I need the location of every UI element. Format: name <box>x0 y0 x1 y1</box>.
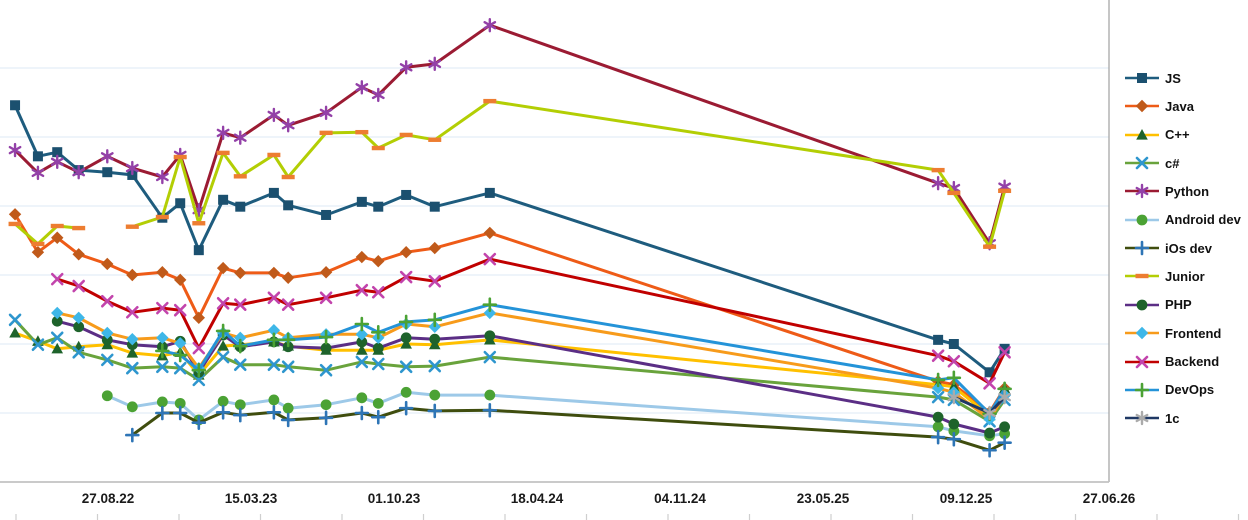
legend-label: Python <box>1165 183 1210 199</box>
legend-key-diamond-icon <box>1125 326 1159 340</box>
series-Python <box>8 18 1012 251</box>
x-tick-label: 18.04.24 <box>511 491 564 506</box>
legend-item-Backend: Backend <box>1122 352 1219 372</box>
chart-legend: JS Java C++ c# Python Android dev iOs dev Junio… <box>1122 0 1248 520</box>
legend-label: 1c <box>1165 410 1180 426</box>
series-Backend <box>50 252 1011 390</box>
series-1c <box>947 389 1012 421</box>
legend-item-1c: 1c <box>1122 408 1179 428</box>
legend-label: Android dev <box>1165 212 1241 228</box>
legend-key-plus-icon <box>1125 382 1159 398</box>
legend-label: Backend <box>1165 354 1220 369</box>
legend-key-diamond-icon <box>1125 100 1159 113</box>
x-tick-label: 27.08.22 <box>82 491 135 506</box>
legend-item-Frontend: Frontend <box>1122 323 1221 343</box>
series-Junior <box>8 98 1012 249</box>
legend-item-Android dev: Android dev <box>1122 210 1241 230</box>
legend-key-x-icon <box>1125 156 1159 170</box>
legend-key-plus-icon <box>1125 240 1159 256</box>
legend-label: Frontend <box>1165 325 1222 341</box>
x-axis-tick-labels: 27.08.22 15.03.23 01.10.23 18.04.24 04.11.24… <box>82 491 1136 506</box>
legend-label: c# <box>1165 155 1180 171</box>
series-Java <box>8 208 1011 419</box>
legend-key-x-icon <box>1125 355 1159 368</box>
x-tick-label: 01.10.23 <box>368 491 421 506</box>
legend-label: C++ <box>1165 127 1190 143</box>
x-tick-label: 15.03.23 <box>225 491 278 506</box>
legend-label: PHP <box>1165 297 1192 313</box>
legend-label: Junior <box>1165 268 1205 284</box>
minor-tick-row <box>15 514 1240 520</box>
series-c# <box>8 313 1011 428</box>
legend-label: iOs dev <box>1165 240 1212 256</box>
legend-label: DevOps <box>1165 382 1215 398</box>
legend-item-Python: Python <box>1122 181 1209 201</box>
series-DevOps <box>155 297 1012 421</box>
legend-item-PHP: PHP <box>1122 295 1192 315</box>
legend-item-JS: JS <box>1122 68 1181 88</box>
legend-key-asterisk-icon <box>1125 410 1159 426</box>
legend-label: JS <box>1165 70 1181 86</box>
legend-item-Java: Java <box>1122 96 1194 116</box>
legend-item-c#: c# <box>1122 153 1179 173</box>
legend-item-C++: C++ <box>1122 125 1190 145</box>
legend-key-square-icon <box>1125 73 1159 83</box>
legend-key-dash-icon <box>1125 274 1159 279</box>
legend-key-circle-icon <box>1125 214 1159 226</box>
legend-item-DevOps: DevOps <box>1122 380 1214 400</box>
legend-key-triangle-icon <box>1125 128 1159 140</box>
legend-item-Junior: Junior <box>1122 266 1205 286</box>
legend-item-iOs dev: iOs dev <box>1122 238 1212 258</box>
legend-key-circle-icon <box>1125 299 1159 311</box>
x-tick-label: 27.06.26 <box>1083 491 1136 506</box>
legend-label: Java <box>1165 98 1194 114</box>
legend-key-asterisk-icon <box>1125 184 1159 199</box>
x-tick-label: 23.05.25 <box>797 491 850 506</box>
x-tick-label: 04.11.24 <box>654 491 706 506</box>
series-Android dev <box>101 386 1011 442</box>
x-tick-label: 09.12.25 <box>940 491 993 506</box>
series-iOs dev <box>125 400 1012 458</box>
